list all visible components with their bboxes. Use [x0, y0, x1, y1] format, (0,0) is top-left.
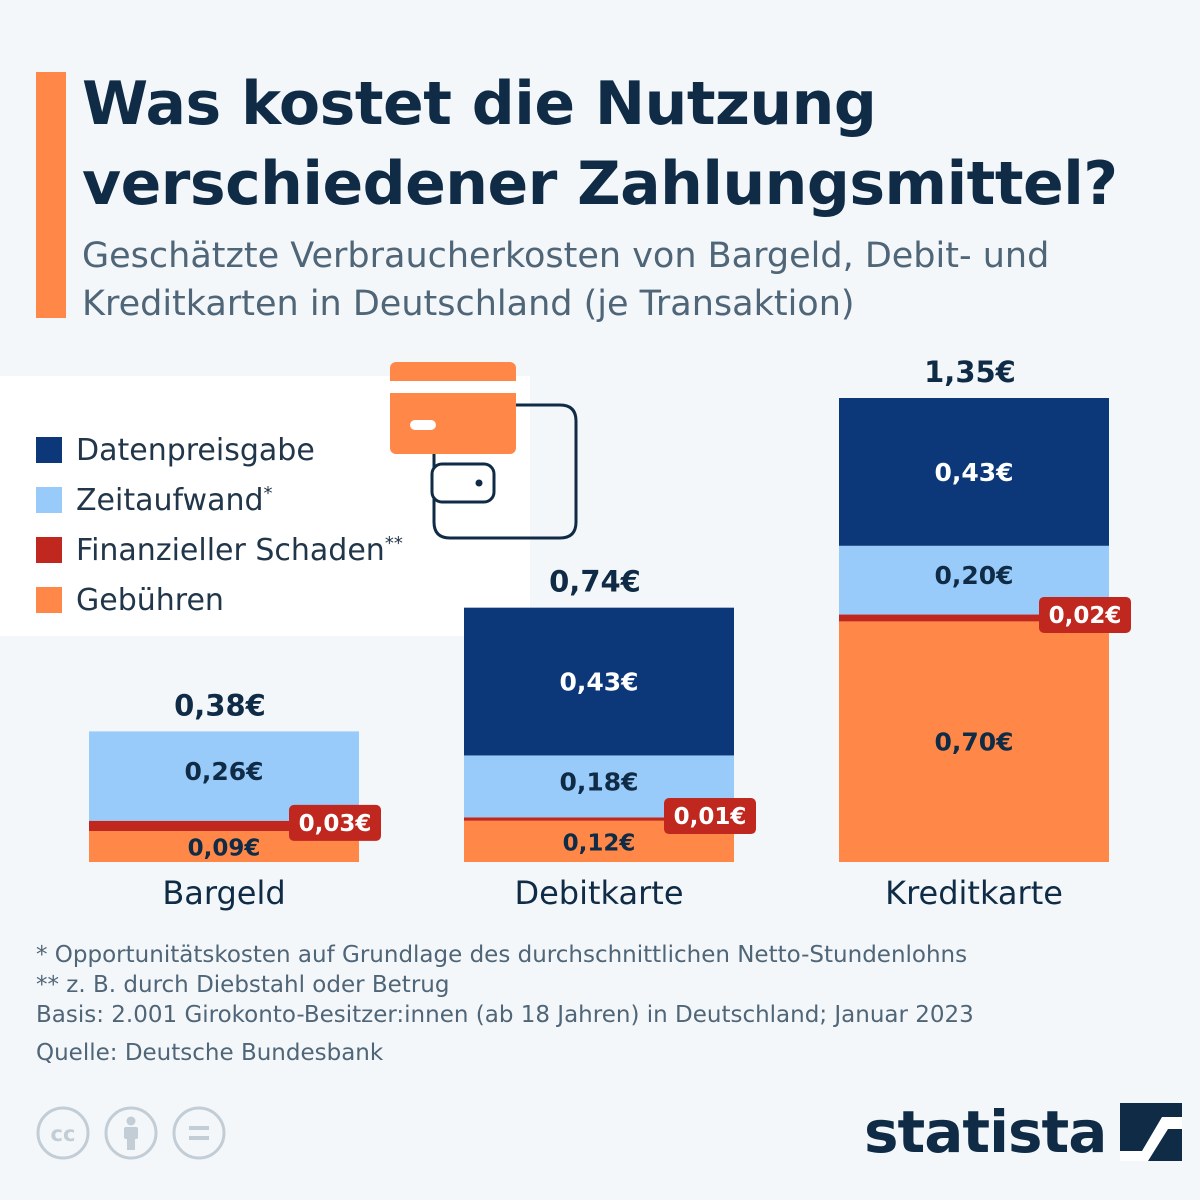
legend-label: Zeitaufwand* — [76, 482, 273, 518]
data-label: 0,12€ — [563, 830, 636, 856]
data-label: 0,43€ — [934, 458, 1013, 487]
brand-name: statista — [864, 1098, 1107, 1166]
footnote-basis: Basis: 2.001 Girokonto-Besitzer:innen (a… — [36, 1002, 974, 1028]
legend-label: Finanzieller Schaden** — [76, 532, 403, 568]
legend-panel: Datenpreisgabe Zeitaufwand* Finanzieller… — [0, 376, 530, 636]
data-label: 0,26€ — [184, 757, 263, 786]
bar-segment — [839, 614, 1109, 622]
bar-segment — [89, 820, 359, 832]
legend-label: Gebühren — [76, 582, 224, 618]
damage-badge: 0,03€ — [289, 804, 381, 841]
data-label: 0,03€ — [299, 811, 372, 837]
data-label: 0,01€ — [674, 804, 747, 830]
data-label: 0,20€ — [934, 561, 1013, 590]
footnote-opportunity-cost: * Opportunitätskosten auf Grundlage des … — [36, 942, 968, 968]
page-title: Was kostet die Nutzung verschiedener Zah… — [82, 69, 1118, 219]
no-derivatives-icon[interactable] — [172, 1106, 226, 1160]
legend-swatch — [36, 587, 62, 613]
bar-segment — [839, 621, 1109, 862]
total-label: 0,74€ — [549, 565, 641, 599]
badge-background — [289, 804, 381, 841]
license-icons: cc — [36, 1106, 226, 1160]
statista-brand[interactable]: statista — [864, 1098, 1183, 1166]
legend-item-finanzieller-schaden: Finanzieller Schaden** — [36, 532, 403, 568]
category-label: Bargeld — [162, 874, 285, 912]
attribution-icon[interactable] — [104, 1106, 158, 1160]
svg-text:cc: cc — [51, 1122, 76, 1146]
badge-background — [664, 798, 756, 835]
data-label: 0,02€ — [1049, 603, 1122, 629]
legend-label: Datenpreisgabe — [76, 432, 315, 468]
legend-item-datenpreisgabe: Datenpreisgabe — [36, 432, 315, 468]
data-label: 0,70€ — [934, 728, 1013, 757]
statista-logo-icon — [1120, 1103, 1183, 1161]
total-label: 1,35€ — [924, 355, 1016, 389]
category-label: Kreditkarte — [885, 874, 1063, 912]
footnotes: * Opportunitätskosten auf Grundlage des … — [36, 940, 1176, 1068]
page-subtitle: Geschätzte Verbraucherkosten von Bargeld… — [82, 236, 1050, 324]
data-label: 0,09€ — [188, 836, 261, 862]
badge-background — [1039, 596, 1131, 633]
footnote-theft-fraud: ** z. B. durch Diebstahl oder Betrug — [36, 972, 450, 998]
bar-segment — [464, 607, 734, 756]
legend-swatch — [36, 537, 62, 563]
title-accent-bar — [36, 72, 66, 318]
data-label: 0,18€ — [559, 767, 638, 796]
footnote-source: Quelle: Deutsche Bundesbank — [36, 1040, 384, 1066]
legend-swatch — [36, 487, 62, 513]
legend-item-gebuehren: Gebühren — [36, 582, 224, 618]
bar-segment — [839, 398, 1109, 546]
bar-segment — [464, 817, 734, 821]
damage-badge: 0,02€ — [1039, 596, 1131, 633]
legend-item-zeitaufwand: Zeitaufwand* — [36, 482, 273, 518]
data-label: 0,43€ — [559, 668, 638, 697]
damage-badge: 0,01€ — [664, 798, 756, 835]
creative-commons-icon[interactable]: cc — [36, 1106, 90, 1160]
category-label: Debitkarte — [514, 874, 683, 912]
legend-swatch — [36, 437, 62, 463]
wallet-icon — [390, 362, 578, 540]
total-label: 0,38€ — [174, 688, 266, 722]
